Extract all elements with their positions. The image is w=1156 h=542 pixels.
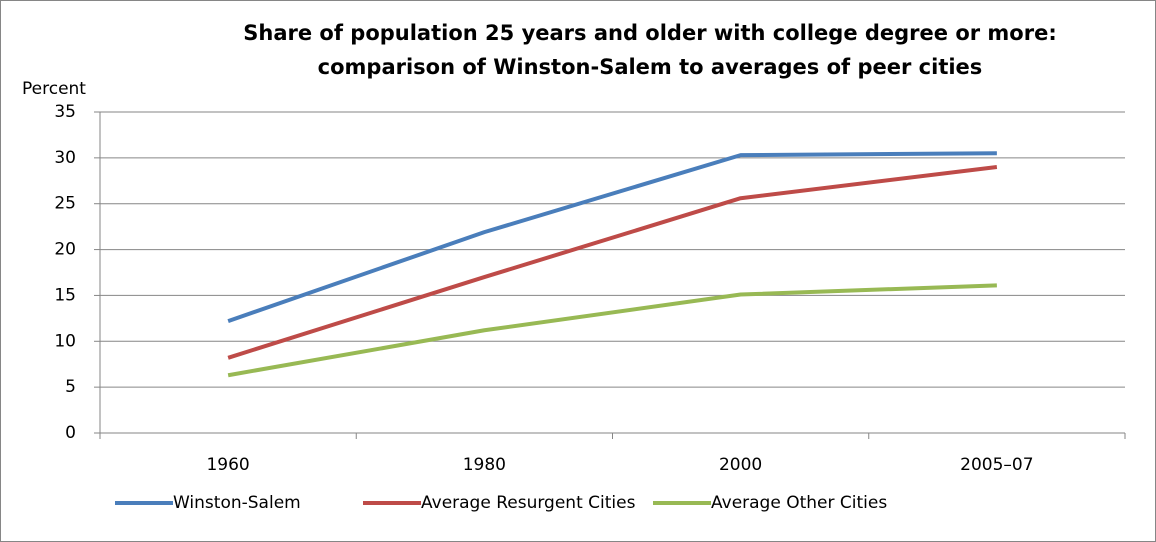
series-line xyxy=(227,283,997,378)
y-tick-label: 0 xyxy=(65,423,76,443)
y-tick-label: 25 xyxy=(54,194,76,214)
y-tick-label: 30 xyxy=(54,148,76,168)
series-line xyxy=(227,151,997,323)
chart-title: comparison of Winston-Salem to averages … xyxy=(318,55,983,79)
y-tick-label: 15 xyxy=(54,285,76,305)
x-tick-label: 2000 xyxy=(719,455,762,475)
x-tick-label: 2005–07 xyxy=(960,455,1033,475)
chart-title: Share of population 25 years and older w… xyxy=(243,21,1056,45)
legend-label: Average Other Cities xyxy=(711,493,887,513)
y-tick-label: 35 xyxy=(54,102,76,122)
y-tick-label: 10 xyxy=(54,331,76,351)
legend-label: Winston-Salem xyxy=(173,493,301,513)
series-line xyxy=(227,165,998,360)
x-tick-label: 1980 xyxy=(463,455,506,475)
y-tick-label: 20 xyxy=(54,240,76,260)
x-tick-label: 1960 xyxy=(206,455,249,475)
legend-label: Average Resurgent Cities xyxy=(421,493,636,513)
y-tick-label: 5 xyxy=(65,377,76,397)
y-axis-label: Percent xyxy=(22,79,86,99)
